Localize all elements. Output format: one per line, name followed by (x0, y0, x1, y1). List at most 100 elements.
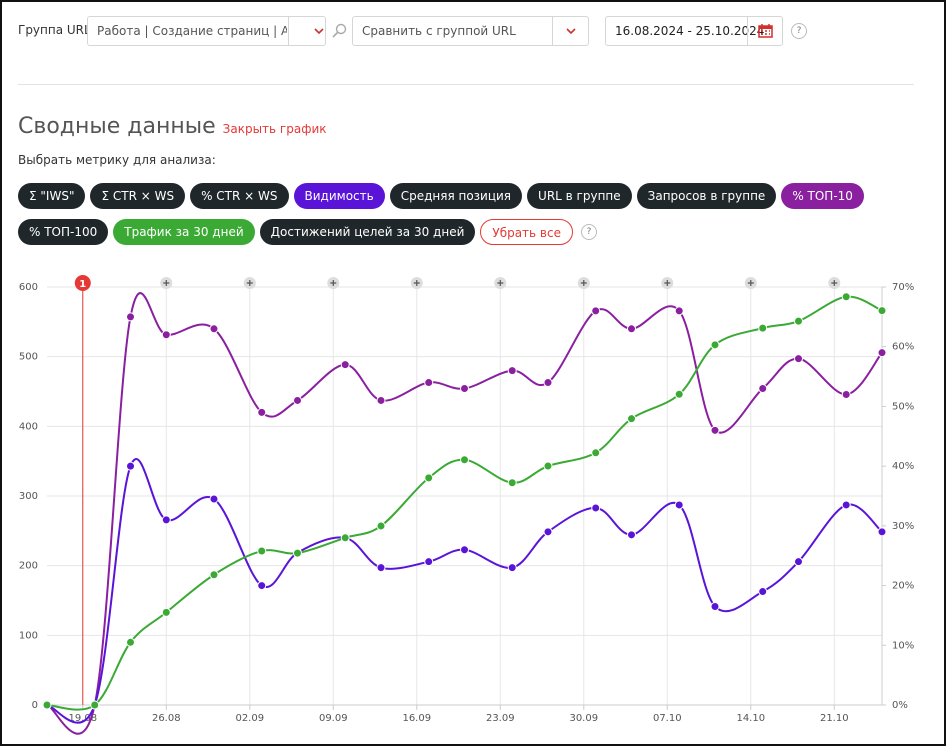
compare-icon (332, 23, 347, 38)
y2-tick-label: 50% (892, 401, 914, 412)
x-tick-label: 09.09 (319, 713, 348, 724)
data-point (161, 330, 171, 340)
x-tick-label: 02.09 (235, 713, 264, 724)
data-point (507, 366, 517, 376)
data-point (877, 527, 887, 537)
plus-icon (246, 280, 253, 286)
separator (552, 17, 553, 45)
section-title: Сводные данные Закрыть график (18, 114, 327, 139)
y-tick-label: 200 (19, 561, 38, 572)
data-point (340, 360, 350, 370)
data-point (424, 378, 434, 388)
data-point (293, 395, 302, 405)
x-tick-label: 14.10 (736, 713, 765, 724)
data-point (877, 348, 887, 358)
data-point (424, 557, 434, 567)
data-point (543, 461, 553, 471)
data-point (376, 395, 386, 405)
title-text: Сводные данные (18, 114, 216, 139)
data-point (507, 563, 517, 573)
separator (288, 17, 289, 45)
help-icon[interactable]: ? (791, 23, 807, 39)
metric-button[interactable]: Трафик за 30 дней (113, 219, 255, 245)
data-point (543, 527, 553, 537)
y-tick-label: 400 (19, 421, 38, 432)
group-select[interactable]: Работа | Создание страниц | А... (87, 16, 326, 46)
metric-button[interactable]: Запросов в группе (636, 183, 777, 209)
data-point (209, 570, 219, 580)
data-point (841, 389, 851, 399)
series-line (46, 458, 883, 724)
data-point (794, 557, 803, 567)
dropdown-arrow (566, 28, 576, 35)
data-point (209, 324, 219, 334)
metric-button[interactable]: % ТОП-100 (18, 219, 109, 245)
metric-button[interactable]: Σ CTR × WS (90, 183, 186, 209)
data-point (42, 700, 52, 710)
data-point (627, 530, 636, 540)
y2-tick-label: 0% (892, 700, 908, 711)
plus-icon (831, 280, 838, 286)
compare-placeholder: Сравнить с группой URL (362, 24, 516, 38)
metric-button[interactable]: % CTR × WS (190, 183, 289, 209)
y2-tick-label: 10% (892, 640, 914, 651)
plus-icon (747, 280, 754, 286)
metric-button[interactable]: Σ "IWS" (18, 183, 86, 209)
chart: 0 100 200 300 400 500 600 0% 10% 20% 30% 40% 50% 60% 7… (19, 275, 914, 735)
data-point (161, 515, 171, 525)
data-point (674, 389, 684, 399)
data-point (591, 306, 601, 316)
data-point (794, 316, 803, 326)
compare-select[interactable]: Сравнить с группой URL (352, 16, 589, 46)
data-point (293, 548, 302, 558)
plus-icon (580, 280, 587, 286)
data-point (126, 461, 135, 471)
metric-button[interactable]: % ТОП-10 (781, 183, 864, 209)
divider (18, 84, 914, 85)
group-label: Группа URL: (18, 23, 95, 37)
close-link[interactable]: Закрыть график (222, 122, 327, 136)
metric-button[interactable]: Видимость (293, 183, 385, 209)
x-tick-label: 30.09 (569, 713, 598, 724)
data-point (674, 306, 684, 316)
date-picker[interactable]: 16.08.2024 - 25.10.2024 (605, 16, 783, 46)
data-point (90, 700, 100, 710)
y-tick-label: 300 (19, 491, 38, 502)
data-point (543, 378, 553, 388)
x-tick-label: 07.10 (653, 713, 682, 724)
data-point (460, 545, 469, 555)
y-tick-label: 500 (19, 352, 38, 363)
data-point (627, 324, 636, 334)
data-point (794, 354, 803, 364)
data-point (877, 306, 887, 316)
data-point (841, 500, 851, 510)
data-point (710, 601, 720, 611)
data-point (126, 312, 135, 322)
plus-icon (664, 280, 671, 286)
clear-button[interactable]: Убрать все (480, 219, 573, 245)
y-tick-label: 100 (19, 630, 38, 641)
metric-button[interactable]: Достижений целей за 30 дней (259, 219, 476, 245)
metric-button[interactable]: Средняя позиция (389, 183, 523, 209)
metric-button[interactable]: URL в группе (527, 183, 632, 209)
data-point (674, 500, 684, 510)
plus-icon (163, 280, 170, 286)
group-value: Работа | Создание страниц | А... (97, 24, 287, 38)
data-point (161, 607, 171, 617)
x-tick-label: 26.08 (152, 713, 181, 724)
data-point (591, 448, 601, 458)
data-point (758, 587, 768, 597)
x-tick-label: 16.09 (402, 713, 431, 724)
data-point (710, 340, 720, 350)
dropdown-arrow (314, 28, 324, 35)
help-icon[interactable]: ? (581, 224, 597, 240)
x-tick-label: 19.08 (68, 713, 97, 724)
data-point (209, 494, 219, 504)
data-point (126, 637, 135, 647)
data-point (758, 323, 768, 333)
y2-tick-label: 20% (892, 581, 914, 592)
data-point (257, 546, 267, 556)
data-point (627, 414, 636, 424)
